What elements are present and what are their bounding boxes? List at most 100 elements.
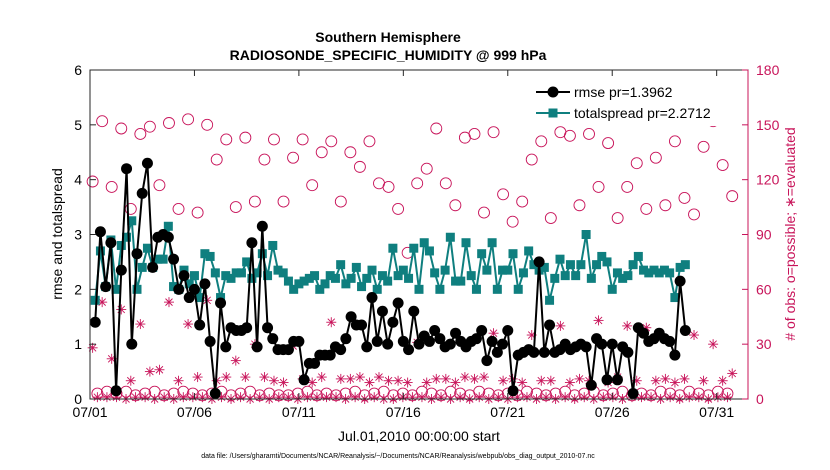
rmse-point: [544, 319, 556, 331]
asterisk-stroke: [718, 376, 727, 385]
asterisk-stroke: [375, 373, 383, 381]
totalspread-point: [393, 271, 403, 281]
rmse-point: [324, 349, 336, 361]
asterisk-stroke: [394, 376, 402, 385]
rmse-point: [220, 341, 232, 353]
obs-evaluated-marker: [636, 392, 647, 403]
totalspread-point: [95, 246, 105, 256]
obs-possible-marker: [353, 160, 366, 173]
totalspread-point: [565, 260, 575, 270]
obs-possible-marker: [716, 159, 729, 171]
obs-possible-marker: [182, 113, 195, 126]
asterisk-stroke: [198, 393, 207, 401]
obs-evaluated-marker: [354, 372, 365, 383]
obs-possible-marker: [630, 157, 643, 170]
totalspread-point: [419, 238, 429, 248]
obs-evaluated-marker: [173, 375, 184, 386]
asterisk-stroke: [599, 393, 608, 401]
asterisk-stroke: [236, 393, 245, 401]
asterisk-stroke: [165, 298, 173, 306]
y2-tick-label: 90: [756, 227, 772, 243]
obs-evaluated-marker: [373, 372, 384, 383]
obs-evaluated-marker: [364, 377, 375, 388]
totalspread-point: [644, 268, 654, 278]
totalspread-point: [471, 284, 481, 294]
y2-tick-label: 30: [756, 336, 772, 352]
obs-evaluated-marker: [698, 375, 709, 386]
asterisk-stroke: [690, 331, 698, 339]
y2-tick-label: 120: [756, 172, 780, 188]
totalspread-point: [581, 230, 591, 239]
rmse-point: [528, 346, 540, 358]
y2-tick-label: 180: [756, 62, 780, 78]
rmse-point: [94, 226, 106, 238]
asterisk-stroke: [671, 378, 679, 387]
series-layer: [86, 113, 739, 404]
rmse-point: [611, 374, 623, 386]
rmse-point: [638, 327, 650, 339]
rmse-point: [178, 270, 190, 282]
obs-possible-marker: [306, 179, 319, 192]
rmse-point: [136, 187, 148, 199]
asterisk-stroke: [317, 373, 326, 381]
totalspread-point: [633, 251, 643, 261]
obs-possible-marker: [697, 140, 710, 153]
asterisk-stroke: [146, 367, 154, 376]
obs-possible-marker: [583, 128, 595, 140]
totalspread-point: [539, 262, 549, 272]
rmse-point: [246, 237, 258, 249]
x-tick-label: 07/31: [699, 404, 734, 420]
rmse-point: [309, 357, 321, 369]
obs-evaluated-marker: [521, 392, 532, 403]
obs-evaluated-marker: [130, 392, 141, 403]
rmse-point: [141, 157, 153, 169]
asterisk-stroke: [365, 378, 374, 387]
totalspread-point: [236, 268, 246, 278]
asterisk-stroke: [475, 393, 484, 401]
obs-evaluated-marker: [708, 339, 719, 350]
totalspread-point: [623, 271, 633, 281]
obs-possible-marker: [296, 133, 309, 146]
obs-evaluated-marker: [283, 392, 294, 403]
asterisk-stroke: [160, 393, 169, 401]
obs-evaluated-marker: [598, 392, 609, 403]
legend: rmse pr=1.3962 totalspread pr=2.2712: [530, 80, 742, 126]
totalspread-point: [383, 276, 393, 286]
obs-evaluated-marker: [216, 392, 227, 403]
asterisk-stroke: [451, 378, 460, 387]
totalspread-point: [372, 284, 382, 294]
totalspread-point: [618, 273, 628, 283]
obs-evaluated-marker: [579, 392, 590, 403]
y-tick-label: 3: [74, 227, 82, 243]
asterisk-stroke: [437, 393, 445, 401]
asterisk-stroke: [274, 393, 283, 401]
rmse-point: [444, 338, 456, 350]
y-tick-label: 1: [74, 336, 82, 352]
asterisk-stroke: [260, 373, 269, 381]
rmse-point: [585, 379, 597, 391]
rmse-point: [105, 237, 117, 249]
totalspread-point: [195, 293, 205, 303]
asterisk-stroke: [336, 375, 345, 383]
rmse-point: [382, 338, 394, 350]
obs-evaluated-marker: [230, 355, 241, 366]
totalspread-point: [524, 246, 534, 256]
chart-subtitle: RADIOSONDE_SPECIFIC_HUMIDITY @ 999 hPa: [230, 47, 547, 63]
obs-evaluated-marker: [311, 392, 322, 403]
obs-evaluated-marker: [712, 392, 723, 403]
legend-box: [530, 80, 742, 126]
obs-possible-marker: [134, 128, 147, 140]
obs-possible-marker: [487, 126, 500, 139]
obs-possible-marker: [258, 153, 271, 166]
asterisk-stroke: [217, 393, 226, 401]
asterisk-stroke: [179, 393, 188, 401]
obs-possible-marker: [468, 128, 481, 140]
obs-evaluated-marker: [183, 319, 194, 330]
obs-possible-marker: [430, 122, 443, 135]
obs-possible-marker: [659, 199, 672, 212]
totalspread-point: [320, 279, 330, 289]
obs-evaluated-marker: [493, 392, 504, 403]
obs-possible-marker: [344, 146, 357, 159]
totalspread-point: [435, 284, 445, 294]
